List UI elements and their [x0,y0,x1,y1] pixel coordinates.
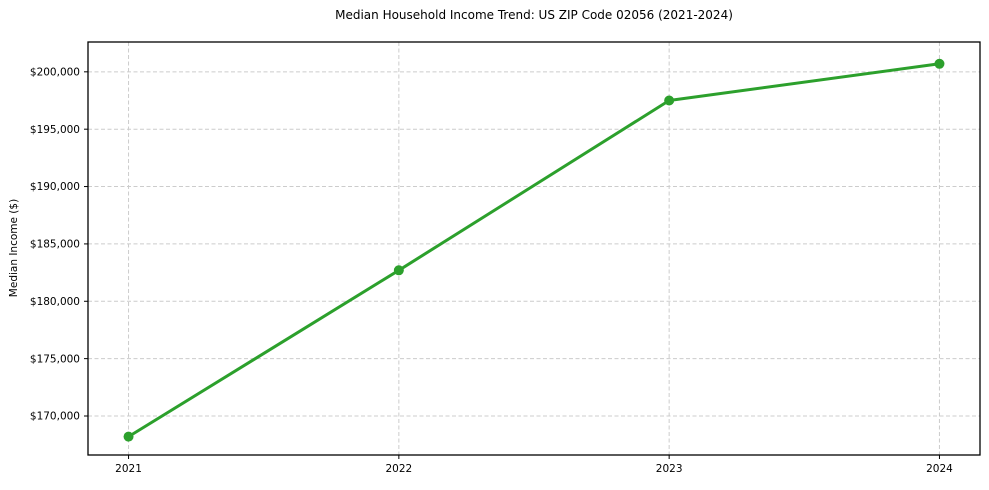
y-tick-label: $180,000 [30,296,80,308]
y-tick-label: $175,000 [30,353,80,365]
x-tick-label: 2022 [385,463,412,475]
plot-border [87,41,981,456]
x-tick-label: 2024 [926,463,953,475]
y-tick-label: $185,000 [30,239,80,251]
x-tick-label: 2023 [656,463,683,475]
data-point-2022 [393,265,404,276]
data-point-2021 [123,431,134,442]
x-tick-label: 2021 [115,463,142,475]
chart-title: Median Household Income Trend: US ZIP Co… [335,8,733,22]
y-tick-label: $190,000 [30,181,80,193]
y-tick-label: $195,000 [30,124,80,136]
data-point-2024 [934,58,945,69]
y-tick-label: $200,000 [30,67,80,79]
data-point-2023 [664,95,675,106]
income-trend-line [127,62,941,439]
y-tick-label: $170,000 [30,411,80,423]
